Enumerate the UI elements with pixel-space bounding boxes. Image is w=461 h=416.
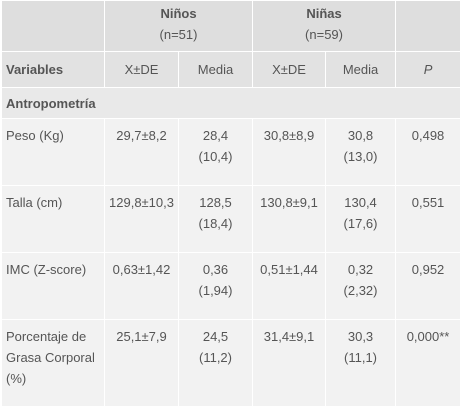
data-cell: 0,000** [395, 319, 461, 407]
group-n: (n=59) [305, 27, 343, 42]
column-label: X±DE [272, 62, 306, 77]
cell-text: 0,952 [411, 262, 445, 277]
cell-text: 130,8±9,1 [260, 195, 318, 210]
column-header: P [395, 51, 461, 88]
cell-line: (11,1) [344, 350, 378, 365]
column-label: Media [342, 62, 379, 77]
cell-text: 29,7±8,2 [116, 128, 167, 143]
cell-text: 129,8±10,3 [109, 195, 174, 210]
cell-text: 0,000** [406, 329, 450, 344]
data-cell: 0,63±1,42 [104, 252, 179, 320]
cell-line: (11,2) [199, 350, 232, 365]
data-cell: 128,5 (18,4) [177, 185, 254, 253]
data-cell: 0,498 [395, 118, 461, 186]
data-cell: 25,1±7,9 [104, 319, 179, 407]
cell-line: (10,4) [198, 149, 233, 164]
column-header-row: Variables X±DE Media X±DE Media P [1, 51, 461, 88]
data-cell: Porcentaje de Grasa Corporal (%) [1, 319, 105, 407]
column-label: Media [197, 62, 234, 77]
column-header: X±DE [252, 51, 327, 88]
column-label: P [423, 62, 433, 77]
group-n: (n=51) [159, 27, 198, 42]
data-table: Niños (n=51) Niñas (n=59) Variables X±DE Media… [0, 0, 461, 407]
cell-line: (2,32) [343, 283, 378, 298]
cell-line: 0,32 [347, 262, 374, 277]
data-cell: Peso (Kg) [1, 118, 105, 186]
cell-text: 0,551 [411, 195, 445, 210]
data-cell: 28,4 (10,4) [177, 118, 254, 186]
column-header: X±DE [104, 51, 179, 88]
data-row: Porcentaje de Grasa Corporal (%) 25,1±7,9… [1, 319, 461, 407]
data-row: Peso (Kg) 29,7±8,2 28,4 (10,4) 30,8±8,9 30,8 (… [1, 118, 461, 186]
cell-text: Porcentaje de Grasa Corporal (%) [6, 329, 95, 386]
cell-line: (17,6) [343, 216, 378, 231]
data-cell: 30,8 (13,0) [325, 118, 397, 186]
cell-text: 0,63±1,42 [112, 262, 171, 277]
data-cell: 29,7±8,2 [104, 118, 179, 186]
data-cell: Talla (cm) [1, 185, 105, 253]
cell-line: 128,5 [199, 195, 232, 210]
data-cell: 30,3 (11,1) [325, 319, 397, 407]
cell-line: 30,3 [347, 329, 374, 344]
cell-line: 24,5 [202, 329, 229, 344]
group-header: Niños (n=51) [103, 0, 254, 52]
column-header: Media [325, 51, 397, 88]
column-label: Variables [6, 62, 64, 77]
cell-text: IMC (Z-score) [6, 262, 87, 277]
empty-cell [395, 0, 461, 52]
section-label: Antropometría [0, 87, 461, 119]
data-cell: 0,551 [395, 185, 461, 253]
table-page: Niños (n=51) Niñas (n=59) Variables X±DE Media… [0, 0, 461, 407]
cell-line: 0,36 [202, 262, 229, 277]
data-cell: 0,36 (1,94) [177, 252, 254, 320]
cell-text: Peso (Kg) [6, 128, 64, 143]
data-cell: 31,4±9,1 [252, 319, 327, 407]
cell-line: 30,8 [347, 128, 374, 143]
data-cell: 130,8±9,1 [252, 185, 327, 253]
header-row: Niños (n=51) Niñas (n=59) [1, 0, 461, 52]
cell-line: (1,94) [198, 283, 233, 298]
data-cell: 0,952 [395, 252, 461, 320]
section-row: Antropometría [0, 87, 461, 119]
cell-text: 0,498 [411, 128, 445, 143]
data-cell: 130,4 (17,6) [325, 185, 397, 253]
data-cell: 0,32 (2,32) [325, 252, 397, 320]
group-label: Niños [160, 6, 197, 21]
data-cell: 0,51±1,44 [252, 252, 327, 320]
data-cell: 129,8±10,3 [104, 185, 179, 253]
cell-line: (13,0) [343, 149, 378, 164]
data-row: Talla (cm) 129,8±10,3 128,5 (18,4) 130,8±9,1… [1, 185, 461, 253]
cell-text: 31,4±9,1 [263, 329, 315, 344]
column-header: Media [177, 51, 254, 88]
cell-line: (18,4) [198, 216, 233, 231]
cell-text: 30,8±8,9 [263, 128, 315, 143]
data-cell: 30,8±8,9 [252, 118, 327, 186]
section-text: Antropometría [6, 95, 96, 111]
cell-text: 0,51±1,44 [260, 262, 318, 277]
cell-line: 28,4 [202, 128, 229, 143]
column-header: Variables [1, 51, 105, 88]
group-header: Niñas (n=59) [252, 0, 397, 52]
group-label: Niñas [306, 6, 342, 21]
data-cell: IMC (Z-score) [1, 252, 105, 320]
empty-cell [1, 0, 105, 52]
cell-line: 130,4 [344, 195, 377, 210]
cell-text: 25,1±7,9 [116, 329, 167, 344]
data-row: IMC (Z-score) 0,63±1,42 0,36 (1,94) 0,51±1,4… [1, 252, 461, 320]
column-label: X±DE [124, 62, 159, 77]
cell-text: Talla (cm) [6, 195, 63, 210]
data-cell: 24,5 (11,2) [177, 319, 254, 407]
